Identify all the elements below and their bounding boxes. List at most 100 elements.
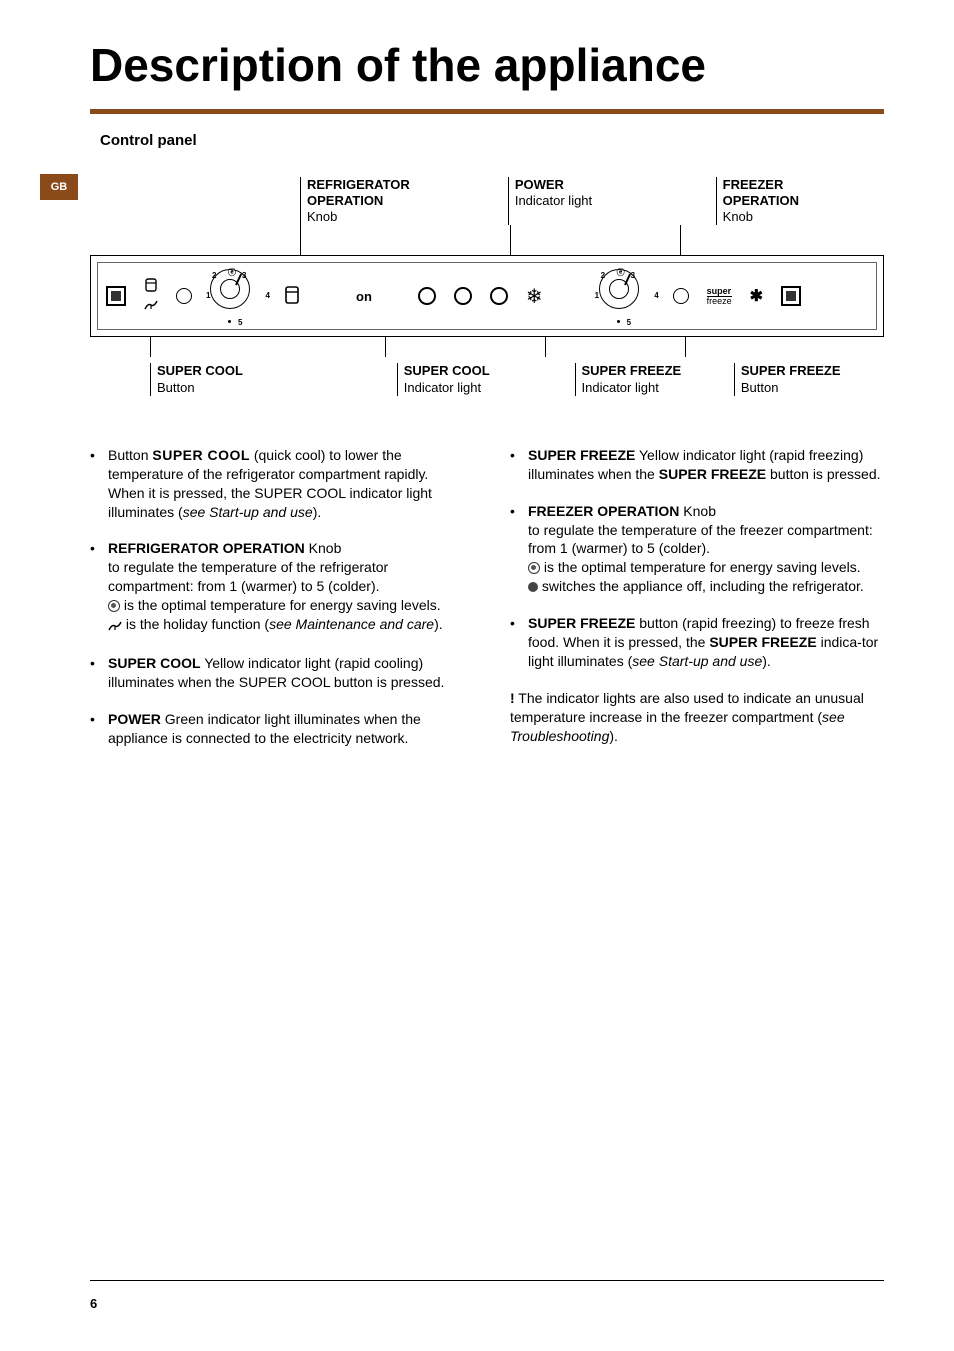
refrigerator-knob[interactable]: 1 2 ⓔ 3 4 5 (210, 269, 266, 323)
fridge-icon-group (144, 278, 158, 314)
super-freeze-button[interactable] (781, 286, 801, 306)
knob-eco: ⓔ (228, 267, 236, 278)
label-text: SUPER FREEZE (582, 363, 682, 378)
bold: POWER (108, 711, 161, 727)
italic: see Start-up and use (183, 504, 313, 520)
footer-rule (90, 1280, 884, 1281)
text: Knob (305, 540, 342, 556)
fridge-icon (144, 278, 158, 296)
freezer-knob[interactable]: 1 2 ⓔ 3 4 5 (599, 269, 655, 323)
bold: SUPER FREEZE (659, 466, 766, 482)
knob-num-2: 2 (212, 271, 216, 280)
label-text: FREEZER OPERATION (723, 177, 799, 208)
label-super-freeze-light: SUPER FREEZE Indicator light (575, 363, 704, 396)
bold: SUPER FREEZE (528, 447, 635, 463)
knob-num-3: 3 (242, 271, 246, 280)
super-cool-light (418, 287, 436, 305)
label-sub: Knob (723, 209, 753, 224)
label-text: POWER (515, 177, 564, 192)
control-panel-diagram: REFRIGERATOR OPERATION Knob POWER Indica… (90, 177, 884, 396)
knob-num-1: 1 (595, 291, 599, 300)
top-labels-row: REFRIGERATOR OPERATION Knob POWER Indica… (300, 177, 884, 226)
bold: SUPER FREEZE (528, 615, 635, 631)
bold: SUPER COOL (108, 655, 201, 671)
knob-num-5: 5 (238, 318, 242, 327)
label-sub: Button (157, 380, 195, 395)
knob-eco: ⓔ (617, 267, 625, 278)
text: ). (313, 504, 322, 520)
super-freeze-text: super freeze (707, 287, 732, 306)
fridge-icon-2 (284, 286, 300, 307)
knob-num-1: 1 (206, 291, 210, 300)
text: The indicator lights are also used to in… (510, 690, 864, 725)
knob-num-5: 5 (627, 318, 631, 327)
label-sub: Knob (307, 209, 337, 224)
on-label: on (356, 289, 372, 304)
off-dot-icon (528, 582, 538, 592)
label-sub: Button (741, 380, 779, 395)
snowflake-icon: ❄ (526, 284, 543, 309)
eco-icon (528, 562, 540, 574)
bold: FREEZER OPERATION (528, 503, 679, 519)
label-freezer-knob: FREEZER OPERATION Knob (716, 177, 844, 226)
super-freeze-light (490, 287, 508, 305)
text: to regulate the temperature of the refri… (108, 559, 388, 594)
label-sub: Indicator light (515, 193, 592, 208)
bullet-freezer-knob: FREEZER OPERATION Knob to regulate the t… (510, 502, 884, 596)
bullet-super-cool: Button SUPER COOL (quick cool) to lower … (90, 446, 464, 522)
body-columns: Button SUPER COOL (quick cool) to lower … (90, 446, 884, 766)
bullet-power: POWER Green indicator light illuminates … (90, 710, 464, 748)
holiday-icon (108, 617, 122, 636)
label-text: SUPER COOL (157, 363, 243, 378)
bold: SUPER FREEZE (709, 634, 816, 650)
text: switches the appliance off, including th… (538, 578, 864, 594)
brand: SUPER COOL (152, 447, 250, 463)
text: Knob (679, 503, 716, 519)
eco-icon (108, 600, 120, 612)
label-refrigerator-knob: REFRIGERATOR OPERATION Knob (300, 177, 468, 226)
small-indicator (176, 288, 192, 304)
text: is the optimal temperature for energy sa… (540, 559, 861, 575)
label-sub: Indicator light (582, 380, 659, 395)
bottom-leaders (150, 337, 884, 357)
label-super-cool-button: SUPER COOL Button (150, 363, 367, 396)
text: to regulate the temperature of the freez… (528, 522, 873, 557)
small-indicator-2 (673, 288, 689, 304)
holiday-icon (144, 298, 158, 314)
panel-outer: 1 2 ⓔ 3 4 5 on ❄ 1 2 (90, 255, 884, 337)
bullet-super-cool-light: SUPER COOL Yellow indicator light (rapid… (90, 654, 464, 692)
label-power-light: POWER Indicator light (508, 177, 676, 226)
label-super-cool-light: SUPER COOL Indicator light (397, 363, 545, 396)
label-sub: Indicator light (404, 380, 481, 395)
knob-num-2: 2 (601, 271, 605, 280)
text: Button (108, 447, 152, 463)
label-text: SUPER FREEZE (741, 363, 841, 378)
knob-num-4: 4 (266, 291, 270, 300)
knob-num-3: 3 (631, 271, 635, 280)
page-title: Description of the appliance (90, 40, 884, 91)
label-super-freeze-button: SUPER FREEZE Button (734, 363, 854, 396)
right-column: SUPER FREEZE Yellow indicator light (rap… (510, 446, 884, 766)
snowflake-icon-2: ✱ (750, 286, 763, 306)
label-text: SUPER COOL (404, 363, 490, 378)
page-number: 6 (90, 1296, 97, 1311)
bullet-fridge-knob: REFRIGERATOR OPERATION Knob to regulate … (90, 539, 464, 635)
title-rule (90, 109, 884, 114)
super-cool-button[interactable] (106, 286, 126, 306)
language-tab: GB (40, 174, 78, 200)
text: ). (434, 616, 443, 632)
text: is the holiday function ( (122, 616, 269, 632)
italic: see Start-up and use (632, 653, 762, 669)
text: ). (609, 728, 618, 744)
bottom-labels-row: SUPER COOL Button SUPER COOL Indicator l… (150, 363, 884, 396)
bold: REFRIGERATOR OPERATION (108, 540, 305, 556)
sf-bottom: freeze (707, 297, 732, 306)
left-column: Button SUPER COOL (quick cool) to lower … (90, 446, 464, 766)
power-light (454, 287, 472, 305)
italic: see Maintenance and care (269, 616, 434, 632)
bullet-super-freeze-button: SUPER FREEZE button (rapid freezing) to … (510, 614, 884, 671)
section-subhead: Control panel (100, 132, 884, 149)
top-leaders (300, 229, 884, 255)
label-text: REFRIGERATOR OPERATION (307, 177, 410, 208)
text: ). (762, 653, 771, 669)
